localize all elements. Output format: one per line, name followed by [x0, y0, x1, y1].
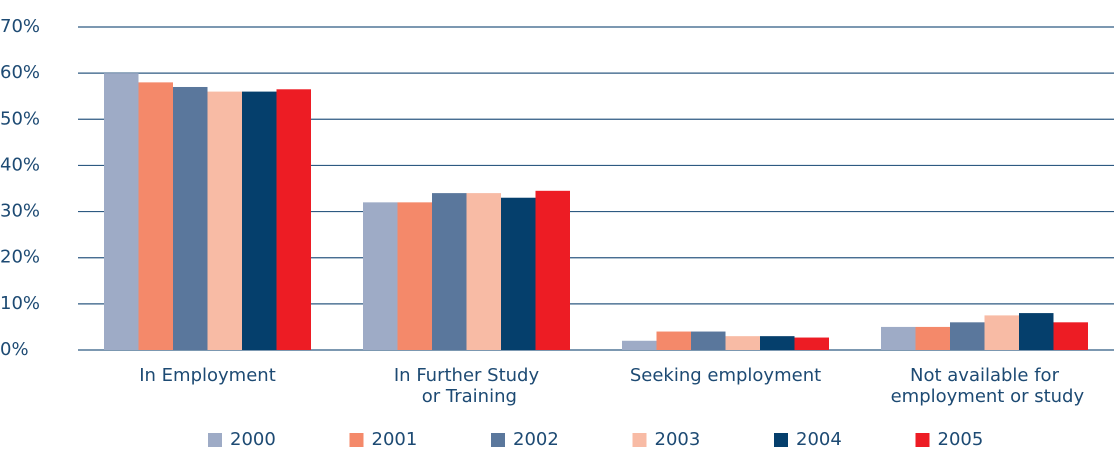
legend-swatch [774, 433, 788, 447]
y-tick-label: 60% [0, 62, 40, 83]
bar [1019, 313, 1054, 350]
legend-label: 2002 [513, 429, 559, 450]
bar [397, 202, 432, 350]
bar [432, 193, 467, 350]
y-tick-label: 70% [0, 16, 40, 37]
y-tick-label: 0% [0, 339, 29, 360]
bar [242, 91, 277, 350]
legend-label: 2003 [655, 429, 701, 450]
bar [535, 190, 570, 350]
legend-swatch [632, 433, 647, 447]
bar [138, 82, 173, 350]
legend-label: 2001 [372, 429, 418, 450]
bar [104, 73, 139, 351]
bar [725, 336, 760, 350]
x-tick-label: In Employment [139, 365, 276, 386]
bar [950, 322, 985, 350]
bar [656, 331, 691, 350]
bar [363, 202, 398, 350]
y-tick-label: 50% [0, 108, 40, 129]
y-tick-label: 40% [0, 154, 40, 175]
bar [881, 326, 916, 350]
legend-label: 2004 [796, 429, 842, 450]
bar [276, 89, 311, 351]
bar [207, 91, 242, 350]
legend-label: 2000 [230, 429, 276, 450]
legend-swatch [491, 433, 505, 447]
bar [915, 326, 950, 350]
legend-swatch [915, 433, 930, 447]
y-tick-label: 10% [0, 293, 40, 314]
bar [794, 337, 829, 350]
x-tick-label: In Further Study or Training [394, 365, 540, 407]
x-tick-label: Not available for employment or study [885, 365, 1085, 407]
bar [173, 86, 208, 350]
legend-swatch [349, 433, 364, 447]
bar [501, 197, 536, 350]
y-tick-label: 20% [0, 247, 40, 268]
y-tick-label: 30% [0, 201, 40, 222]
bar [1053, 322, 1088, 350]
legend-label: 2005 [938, 429, 984, 450]
bar [984, 315, 1019, 350]
bar [760, 336, 795, 350]
bar [466, 193, 501, 350]
bar [622, 340, 657, 350]
legend-swatch [208, 433, 222, 447]
bar [691, 331, 726, 350]
x-tick-label: Seeking employment [630, 365, 821, 386]
